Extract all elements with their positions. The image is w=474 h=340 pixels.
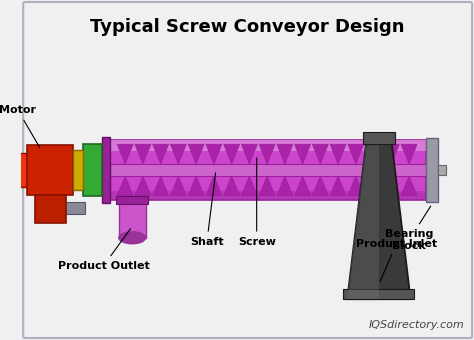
Polygon shape xyxy=(117,144,133,164)
Polygon shape xyxy=(206,176,222,196)
Bar xyxy=(73,150,83,190)
Bar xyxy=(0,176,20,179)
Text: Typical Screw Conveyor Design: Typical Screw Conveyor Design xyxy=(91,18,405,36)
Text: Screw: Screw xyxy=(238,158,275,247)
Bar xyxy=(83,144,102,196)
Polygon shape xyxy=(347,140,410,299)
Polygon shape xyxy=(171,176,186,196)
Polygon shape xyxy=(241,176,257,196)
Polygon shape xyxy=(224,176,240,196)
Bar xyxy=(0,167,20,170)
Text: Product Inlet: Product Inlet xyxy=(356,239,437,282)
Polygon shape xyxy=(188,144,204,164)
Polygon shape xyxy=(401,144,417,164)
Polygon shape xyxy=(401,176,417,196)
Polygon shape xyxy=(348,144,364,164)
Text: Product Outlet: Product Outlet xyxy=(58,228,149,271)
Polygon shape xyxy=(259,176,275,196)
Bar xyxy=(119,200,146,238)
Polygon shape xyxy=(277,144,293,164)
Polygon shape xyxy=(365,144,382,164)
Bar xyxy=(27,145,73,195)
Polygon shape xyxy=(135,144,151,164)
Polygon shape xyxy=(135,176,151,196)
Bar xyxy=(109,140,427,151)
Polygon shape xyxy=(153,144,169,164)
Polygon shape xyxy=(117,176,133,196)
FancyBboxPatch shape xyxy=(23,2,472,338)
Bar xyxy=(0,158,20,161)
Polygon shape xyxy=(330,144,346,164)
Bar xyxy=(116,196,148,204)
Text: Shaft: Shaft xyxy=(190,173,224,247)
Text: IQSdirectory.com: IQSdirectory.com xyxy=(369,320,465,330)
Polygon shape xyxy=(153,176,169,196)
Bar xyxy=(109,140,427,200)
Polygon shape xyxy=(312,176,328,196)
Polygon shape xyxy=(224,144,240,164)
Bar xyxy=(35,195,65,223)
Bar xyxy=(64,202,85,214)
Polygon shape xyxy=(241,144,257,164)
Polygon shape xyxy=(347,140,379,299)
Polygon shape xyxy=(259,144,275,164)
Bar xyxy=(438,165,446,175)
Polygon shape xyxy=(312,144,328,164)
Polygon shape xyxy=(188,176,204,196)
Polygon shape xyxy=(171,144,186,164)
Polygon shape xyxy=(295,176,310,196)
Polygon shape xyxy=(383,176,399,196)
Bar xyxy=(0,153,27,187)
Bar xyxy=(363,132,395,144)
Bar xyxy=(102,137,109,203)
Polygon shape xyxy=(348,176,364,196)
Polygon shape xyxy=(295,144,310,164)
Polygon shape xyxy=(383,144,399,164)
Bar xyxy=(109,191,427,200)
Polygon shape xyxy=(330,176,346,196)
Ellipse shape xyxy=(119,232,146,244)
Polygon shape xyxy=(277,176,293,196)
Polygon shape xyxy=(365,176,382,196)
Bar xyxy=(427,138,438,202)
Polygon shape xyxy=(206,144,222,164)
Bar xyxy=(344,289,414,299)
Text: Bearing
Block: Bearing Block xyxy=(385,206,433,251)
Bar xyxy=(109,164,427,176)
Text: Motor: Motor xyxy=(0,105,40,148)
